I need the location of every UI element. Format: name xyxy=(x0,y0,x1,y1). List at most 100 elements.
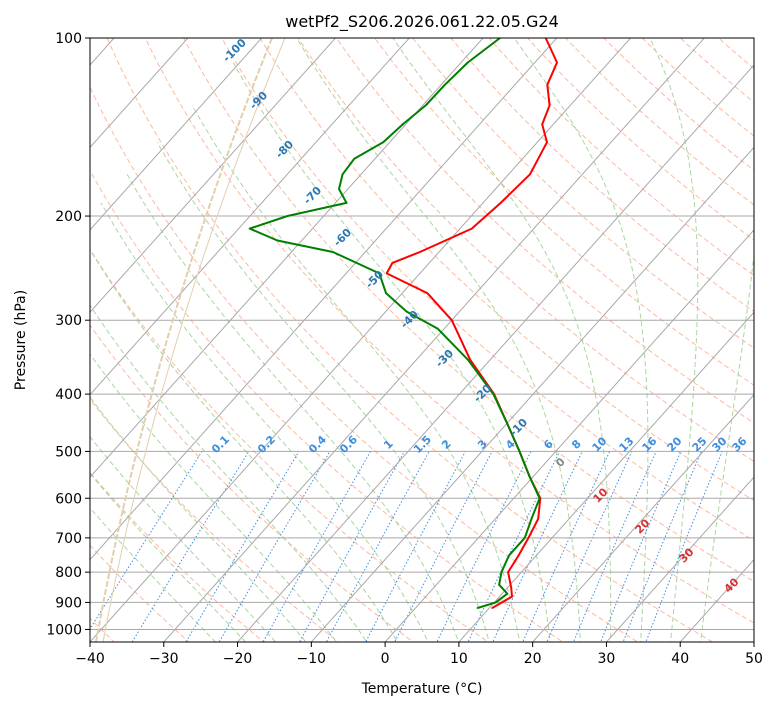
temperature-point xyxy=(391,262,394,264)
dry-adiabat-line xyxy=(183,38,754,582)
y-tick-label: 300 xyxy=(55,313,82,329)
x-tick-label: 10 xyxy=(450,651,468,667)
dewpoint-point xyxy=(338,188,340,190)
temperature-point xyxy=(517,554,520,557)
temperature-point xyxy=(548,104,551,107)
dry-adiabat-line xyxy=(564,38,754,206)
moist-adiabat-line xyxy=(90,353,337,642)
dewpoint-point xyxy=(467,358,469,361)
dry-adiabat-line xyxy=(259,38,754,502)
y-axis: 100 200 300 400 500 600 700 800 900 1000 xyxy=(46,31,90,638)
y-tick-label: 600 xyxy=(55,491,82,507)
y-tick-label: 200 xyxy=(55,209,82,225)
isotherm-line xyxy=(310,146,754,642)
profiles xyxy=(248,38,558,609)
dewpoint-point xyxy=(500,571,503,573)
x-tick-label: 50 xyxy=(745,651,763,667)
x-tick-label: −40 xyxy=(75,651,105,667)
isotherm-line xyxy=(90,38,263,231)
isotherm-line xyxy=(236,64,754,642)
temperature-point xyxy=(419,251,421,253)
moist-adiabat-line xyxy=(232,62,551,642)
dewpoint-point xyxy=(353,157,356,160)
dry-adiabat-line xyxy=(90,248,490,642)
moist-adiabat-line xyxy=(156,141,490,642)
dewpoint-point xyxy=(385,292,387,294)
temperature-point xyxy=(450,319,453,322)
dry-adiabat-line xyxy=(90,169,564,642)
dry-adiabat-line xyxy=(144,38,754,624)
dewpoint-point xyxy=(492,393,495,395)
dewpoint-point xyxy=(508,554,510,557)
dewpoint-point xyxy=(276,239,279,242)
dry-adiabat-line xyxy=(335,38,754,424)
dewpoint-point xyxy=(538,497,541,500)
dewpoint-point xyxy=(506,423,509,426)
dewpoint-point xyxy=(466,61,469,64)
moist-adiabat-line xyxy=(90,248,398,642)
isotherm-line xyxy=(90,38,558,561)
isotherm-line xyxy=(458,311,754,642)
temperature-point xyxy=(470,227,473,230)
dry-adiabat-line xyxy=(90,324,415,642)
dry-adiabat-line xyxy=(526,38,754,241)
temperature-point xyxy=(499,202,502,204)
y-tick-label: 500 xyxy=(55,444,82,460)
temperature-point xyxy=(511,595,513,598)
dewpoint-profile-line xyxy=(248,38,541,609)
dewpoint-point xyxy=(436,327,439,330)
dry-adiabat-line xyxy=(106,38,714,642)
x-tick-label: 20 xyxy=(524,651,542,667)
moist-adiabat-line xyxy=(90,396,307,642)
isotherm-line xyxy=(531,393,754,642)
dewpoint-point xyxy=(286,215,289,217)
dewpoint-point xyxy=(506,592,509,595)
moist-adiabat-line xyxy=(126,174,460,642)
isotherm-line xyxy=(90,38,189,149)
dewpoint-point xyxy=(443,83,446,86)
temperature-point xyxy=(510,586,513,589)
x-tick-label: 30 xyxy=(598,651,616,667)
x-axis-label: Temperature (°C) xyxy=(361,681,483,697)
temperature-point xyxy=(529,173,531,176)
dewpoint-point xyxy=(528,475,531,477)
dewpoint-point xyxy=(523,536,526,539)
x-tick-label: 0 xyxy=(381,651,390,667)
temperature-point xyxy=(537,517,540,520)
y-tick-label: 900 xyxy=(55,595,82,611)
moist-adiabat-line xyxy=(699,251,754,642)
dewpoint-point xyxy=(248,227,251,230)
outer-arc-solid xyxy=(102,38,286,642)
x-tick-label: −30 xyxy=(149,651,179,667)
dry-adiabat-line xyxy=(412,38,754,349)
moist-adiabats xyxy=(90,38,754,642)
dewpoint-point xyxy=(382,141,385,144)
y-tick-label: 800 xyxy=(55,565,82,581)
y-tick-label: 400 xyxy=(55,387,82,403)
dewpoint-point xyxy=(378,272,381,275)
y-tick-label: 1000 xyxy=(46,622,82,638)
moist-adiabat-line xyxy=(90,304,368,642)
dewpoint-point xyxy=(530,517,533,520)
temperature-point xyxy=(546,83,549,86)
x-tick-label: −10 xyxy=(297,651,327,667)
y-tick-label: 700 xyxy=(55,531,82,547)
dewpoint-point xyxy=(424,104,427,107)
temperature-point xyxy=(491,607,494,609)
dewpoint-point xyxy=(341,173,344,176)
moist-adiabat-line xyxy=(90,435,277,642)
moist-adiabat-line xyxy=(100,202,429,642)
background-lines xyxy=(90,38,754,642)
isotherm-line xyxy=(90,38,337,314)
dry-adiabat-line xyxy=(641,38,754,137)
dry-adiabat-line xyxy=(221,38,754,542)
temperature-point xyxy=(385,272,388,275)
isotherm-line xyxy=(90,38,632,642)
dry-adiabat-line xyxy=(90,85,639,642)
moist-adiabat-line xyxy=(90,472,247,642)
temperature-point xyxy=(507,571,509,573)
isotherm-line xyxy=(384,229,754,642)
plot-frame xyxy=(89,37,755,643)
